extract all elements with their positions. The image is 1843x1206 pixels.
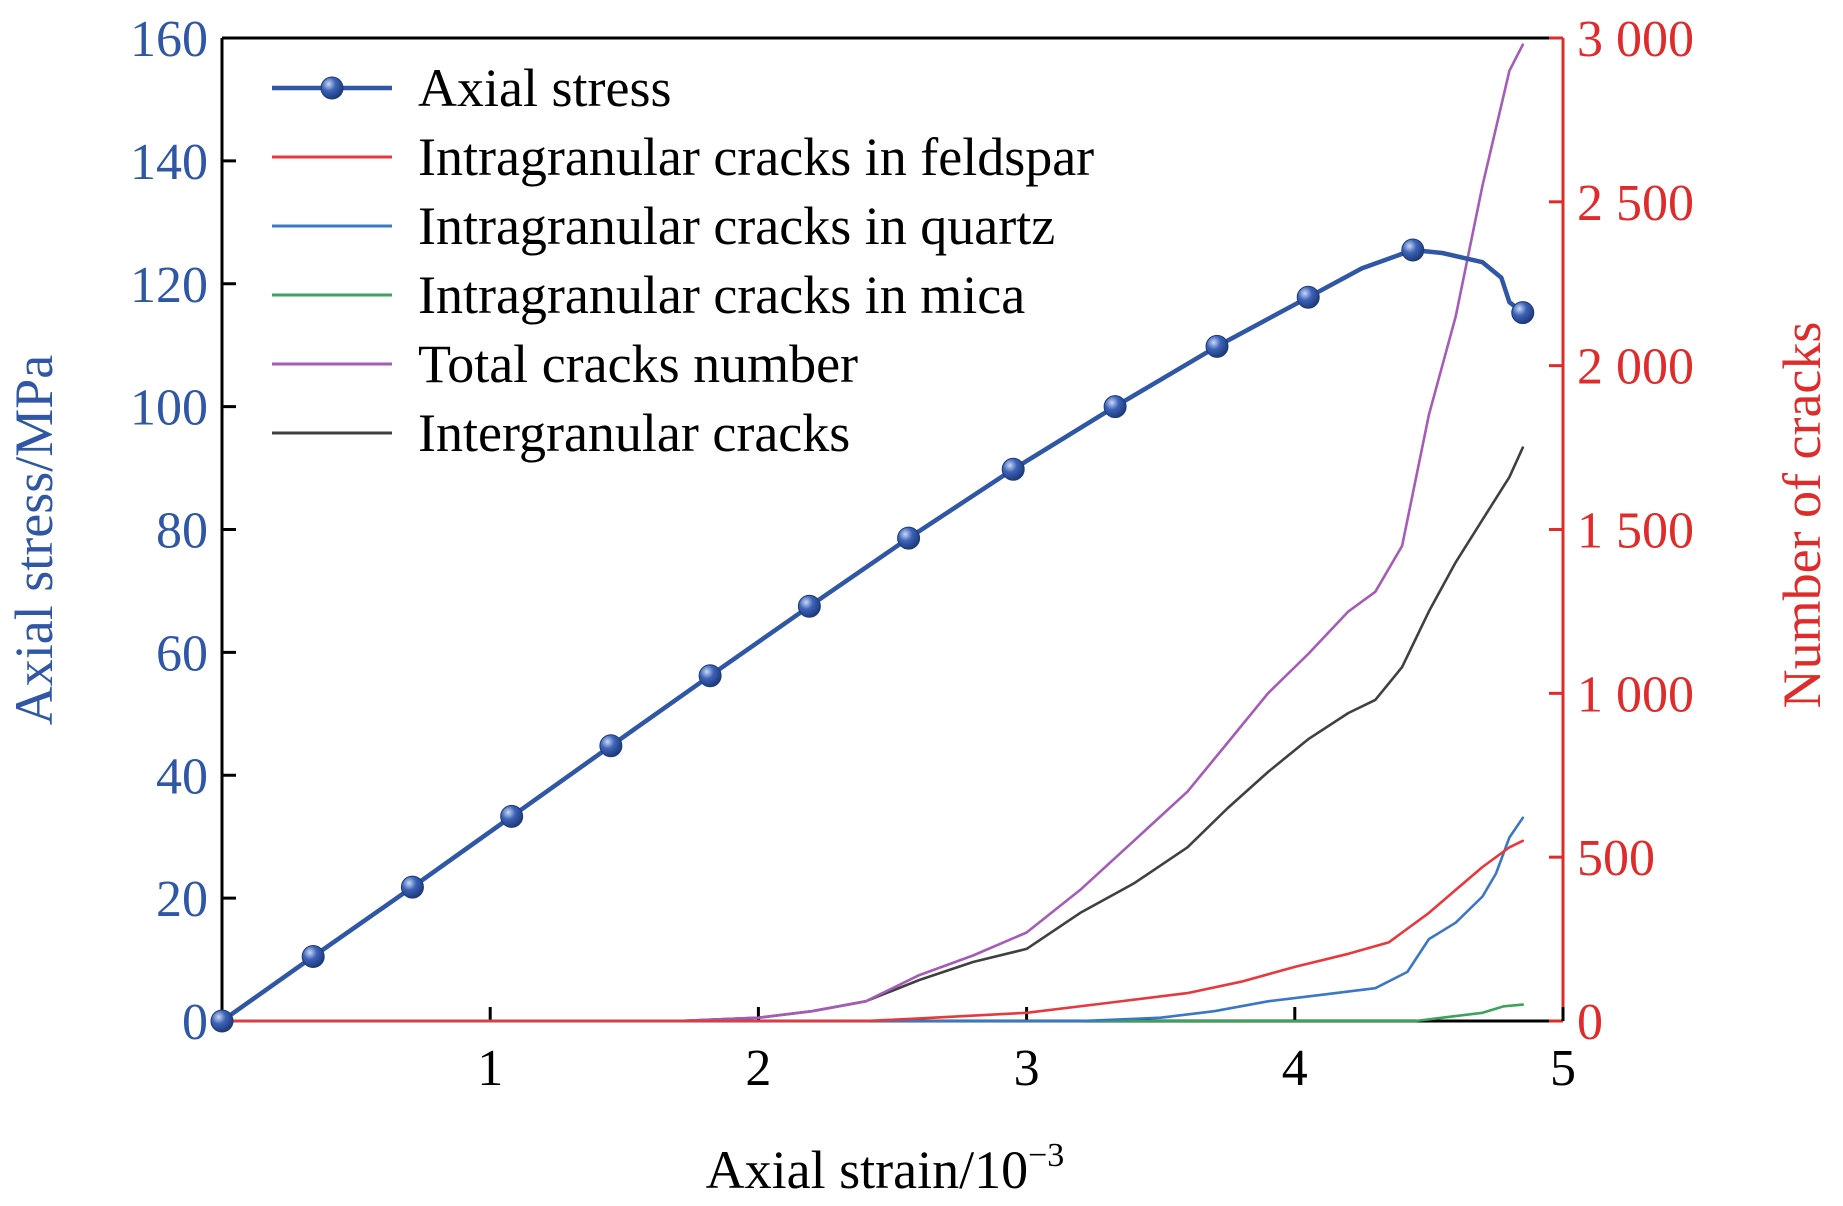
y-right-tick-label: 500 [1577,830,1655,887]
series-line-intergranular [220,446,1525,1023]
y-right-tick-label: 0 [1577,994,1603,1051]
x-axis-title-main: Axial strain/10 [706,1140,1028,1200]
axial-stress-point [210,1009,234,1033]
axial-stress-point [400,875,424,899]
series-line-total [220,43,1525,1023]
axial-stress-point [1001,457,1025,481]
y-right-tick-label: 2 500 [1577,175,1694,232]
axial-stress-point [301,944,325,968]
legend-label: Intragranular cracks in feldspar [418,127,1094,187]
y-left-tick-label: 20 [156,871,208,928]
x-tick-label: 2 [745,1040,771,1097]
legend-item: Intragranular cracks in quartz [272,196,1055,256]
axial-stress-point [1296,285,1320,309]
legend-marker [320,76,344,100]
axial-stress-point [599,734,623,758]
axial-stress-point [797,594,821,618]
axis-ticks: 0 20 40 60 80 100 120 140 160 0 500 1 000 1 500 2 000… [130,11,1694,1097]
legend-label: Intergranular cracks [418,403,850,463]
legend-label: Axial stress [418,58,671,118]
legend-label: Intragranular cracks in quartz [418,196,1055,256]
x-tick-label: 5 [1550,1040,1576,1097]
y-left-tick-label: 60 [156,625,208,682]
legend-label: Intragranular cracks in mica [418,265,1025,325]
legend-item: Intragranular cracks in mica [272,265,1025,325]
x-axis-title-exponent: −3 [1028,1137,1064,1174]
legend-item: Axial stress [272,58,671,118]
axial-stress-point [1103,395,1127,419]
series-line-quartz [220,816,1525,1023]
axial-stress-point [500,804,524,828]
y-left-tick-label: 40 [156,748,208,805]
x-tick-label: 1 [477,1040,503,1097]
y-left-tick-label: 100 [130,380,208,437]
x-tick-label: 4 [1282,1040,1308,1097]
axial-stress-point [698,664,722,688]
series-line-feldspar [220,839,1525,1023]
y-left-tick-label: 160 [130,11,208,68]
legend-item: Total cracks number [272,334,858,394]
y-left-tick-label: 120 [130,257,208,314]
legend: Axial stress Intragranular cracks in feld… [272,58,1094,463]
y-left-tick-label: 0 [182,994,208,1051]
y-right-tick-label: 1 500 [1577,503,1694,560]
y-right-tick-label: 2 000 [1577,339,1694,396]
axial-stress-point [1511,301,1535,325]
legend-item: Intergranular cracks [272,403,850,463]
axial-stress-point [897,526,921,550]
y-right-tick-label: 3 000 [1577,11,1694,68]
legend-item: Intragranular cracks in feldspar [272,127,1094,187]
x-tick-label: 3 [1014,1040,1040,1097]
x-axis-title: Axial strain/10−3 [706,1137,1065,1200]
y-left-tick-label: 80 [156,503,208,560]
y-axis-right-title: Number of cracks [1772,322,1832,709]
y-left-tick-label: 140 [130,134,208,191]
axial-stress-point [1205,334,1229,358]
y-axis-left-title: Axial stress/MPa [4,355,64,726]
y-right-tick-label: 1 000 [1577,666,1694,723]
series-line-mica [220,1003,1525,1023]
legend-label: Total cracks number [418,334,858,394]
series-layer [210,43,1535,1033]
axial-stress-point [1401,238,1425,262]
